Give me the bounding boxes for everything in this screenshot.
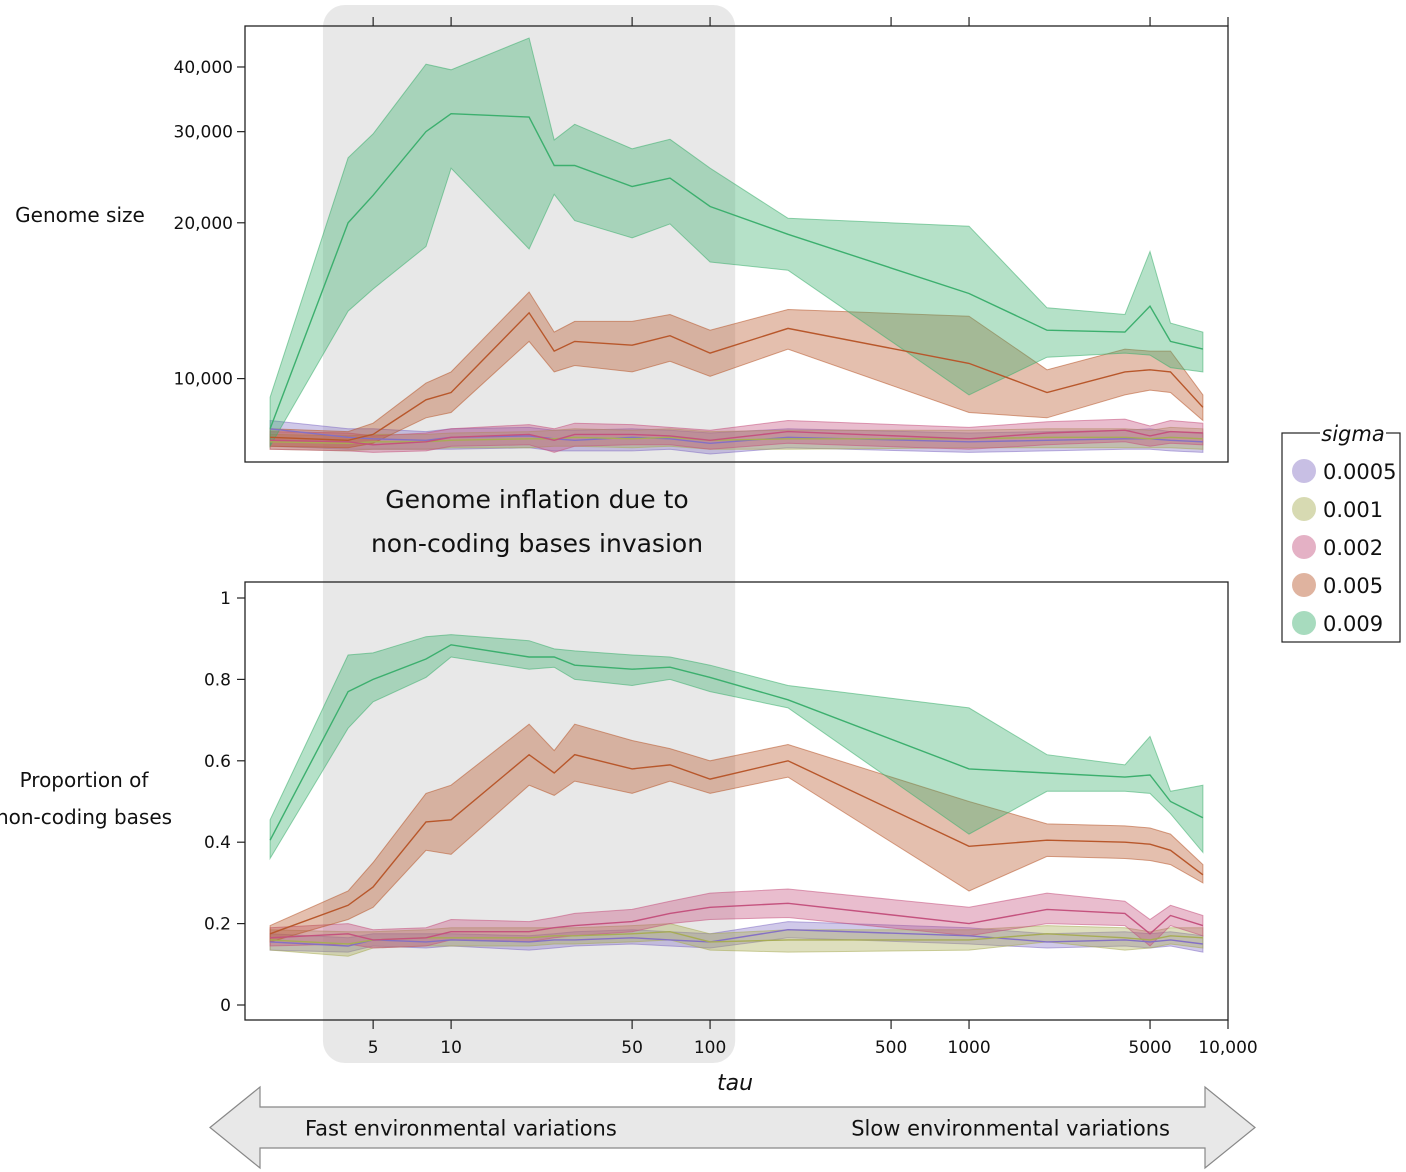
bottom-panel-frame [244, 581, 1229, 1021]
x-tick-label: 50 [621, 1038, 643, 1058]
line-top-sigma-0.002 [270, 429, 1203, 446]
legend-entry-0.009: 0.009 [1323, 612, 1383, 636]
bottom-y-tick-label: 0.8 [204, 670, 231, 690]
band-top-sigma-0.009 [269, 37, 1204, 449]
x-tick-label: 10 [440, 1038, 462, 1058]
x-tick-label: 5000 [1128, 1038, 1171, 1058]
highlight-text-line-2: non-coding bases invasion [371, 529, 703, 558]
bottom-y-tick-label: 0.6 [204, 752, 231, 772]
line-bottom-sigma-0.005 [269, 753, 1204, 935]
bottom-y-tick-label: 0 [220, 996, 231, 1016]
highlight-text-line-1: Genome inflation due to [385, 485, 688, 514]
legend-swatch-0.001 [1292, 497, 1316, 521]
top-y-tick-label: 40,000 [174, 58, 233, 78]
genome-size-panel [269, 37, 1204, 455]
highlight-region [322, 5, 736, 1063]
band-top-sigma-0.005 [269, 291, 1204, 449]
top-y-tick-label: 30,000 [174, 123, 233, 143]
bottom-y-tick-label: 1 [220, 589, 231, 609]
bottom-y-tick-label: 0.2 [204, 915, 231, 935]
bottom-y-axis-label-line-2: non-coding bases [0, 805, 172, 829]
direction-arrow: Fast environmental variations Slow envir… [209, 1085, 1256, 1170]
x-tick-label: 5 [368, 1038, 379, 1058]
bottom-y-tick-label: 0.4 [204, 833, 231, 853]
line-bottom-sigma-0.009 [269, 644, 1204, 841]
line-top-sigma-0.009 [269, 112, 1204, 430]
x-tick-label: 500 [875, 1038, 907, 1058]
top-y-tick-label: 10,000 [174, 370, 233, 390]
band-bottom-sigma-0.009 [269, 634, 1204, 861]
legend-frame [1281, 432, 1401, 643]
arrow-right-text: Slow environmental variations [851, 1117, 1170, 1141]
top-panel-frame [244, 25, 1229, 463]
top-y-tick-label: 20,000 [174, 214, 233, 234]
legend-entry-0.0005: 0.0005 [1323, 460, 1396, 484]
x-tick-label: 1000 [947, 1038, 990, 1058]
legend-swatch-0.005 [1292, 573, 1316, 597]
line-bottom-sigma-0.002 [270, 902, 1204, 941]
x-tick-label: 100 [694, 1038, 726, 1058]
arrow-left-text: Fast environmental variations [305, 1117, 617, 1141]
x-tick-label: 10,000 [1198, 1038, 1257, 1058]
line-bottom-sigma-0.0005 [270, 928, 1203, 947]
highlight-annotation: Genome inflation due to non-coding bases… [371, 485, 703, 558]
legend-swatch-0.0005 [1292, 459, 1316, 483]
legend-swatch-0.002 [1292, 535, 1316, 559]
legend-swatch-0.009 [1292, 611, 1316, 635]
noncoding-proportion-panel [269, 634, 1204, 957]
legend-entry-0.002: 0.002 [1323, 536, 1383, 560]
top-y-axis-label: Genome size [15, 203, 145, 227]
x-axis-label: tau [717, 1071, 753, 1096]
legend-title-backdrop [1320, 421, 1386, 443]
double-arrow-icon [209, 1085, 1256, 1170]
axes-group: 10,000 20,000 30,000 40,000 0 0.2 0.4 0.6 0.8 1 5 1… [174, 17, 1258, 1058]
legend-title: sigma [1321, 422, 1384, 446]
legend-entry-0.001: 0.001 [1323, 498, 1383, 522]
legend: sigma 0.0005 0.001 0.002 0.005 0.009 [1281, 421, 1401, 643]
bottom-y-axis-label-line-1: Proportion of [20, 768, 150, 792]
line-top-sigma-0.005 [270, 311, 1204, 442]
band-top-sigma-0.002 [269, 418, 1204, 453]
band-bottom-sigma-0.005 [269, 723, 1204, 943]
legend-entry-0.005: 0.005 [1323, 574, 1383, 598]
